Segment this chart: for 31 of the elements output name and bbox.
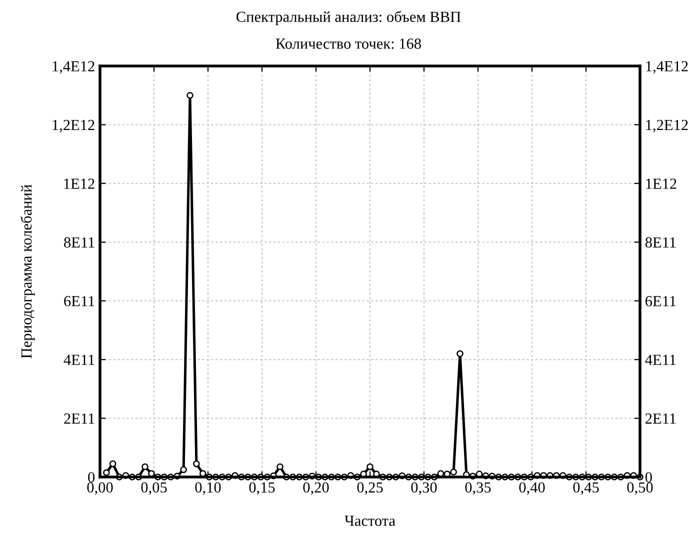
y2-tick-label: 2E11 [646,413,676,424]
x-tick-label: 0,45 [573,482,599,495]
y-tick-label: 1,2E12 [52,120,94,132]
x-tick-label: 0,20 [303,482,329,495]
y2-tick-label: 0 [645,472,652,482]
x-tick-label: 0,35 [465,482,491,495]
y-tick-label: 6E11 [64,296,94,306]
y-tick-label: 4E11 [64,354,94,365]
x-tick-label: 0,40 [519,482,545,495]
x-tick-label: 0,30 [411,482,437,495]
x-axis-title: Частота [344,516,396,526]
y2-tick-label: 8E11 [645,237,676,248]
y-tick-label: 1E12 [64,178,94,189]
y2-tick-label: 1,4E12 [646,61,688,74]
chart-title: Спектральный анализ: объем ВВП [236,10,461,26]
y-tick-label: 2E11 [64,413,94,424]
y-axis-title: Периодограмма колебаний [20,184,35,358]
x-tick-label: 0,00 [87,482,113,495]
chart-subtitle: Количество точек: 168 [276,38,421,49]
y2-tick-label: 1,2E12 [646,120,688,132]
y2-tick-label: 1E12 [646,178,676,189]
y-tick-label: 8E11 [64,237,94,248]
x-tick-label: 0,50 [627,482,653,495]
y-tick-label: 0 [88,472,95,482]
y2-tick-label: 4E11 [645,354,676,365]
x-tick-label: 0,25 [357,482,383,495]
x-tick-label: 0,05 [141,482,167,495]
x-tick-label: 0,10 [195,482,221,495]
y-tick-label: 1,4E12 [52,61,94,74]
x-tick-label: 0,15 [249,482,275,495]
y2-tick-label: 6E11 [646,296,676,306]
